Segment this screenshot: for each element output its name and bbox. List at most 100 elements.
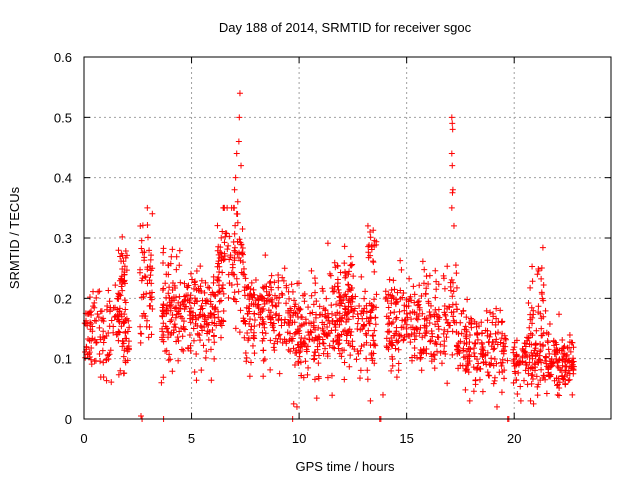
- data-point: [301, 290, 308, 297]
- data-point: [269, 302, 276, 309]
- data-point: [540, 313, 547, 320]
- data-point: [220, 317, 227, 324]
- data-point: [417, 346, 424, 353]
- data-point: [298, 335, 305, 342]
- data-point: [349, 261, 356, 268]
- data-point: [452, 262, 459, 269]
- data-point: [220, 290, 227, 297]
- y-tick-label: 0: [65, 412, 72, 427]
- data-point: [176, 328, 183, 335]
- data-point: [562, 381, 569, 388]
- data-point: [406, 333, 413, 340]
- data-point: [120, 353, 127, 360]
- data-point: [251, 317, 258, 324]
- data-point: [405, 298, 412, 305]
- data-point: [448, 204, 455, 211]
- data-point: [537, 347, 544, 354]
- data-point: [140, 310, 147, 317]
- data-point: [450, 279, 457, 286]
- data-point: [450, 288, 457, 295]
- data-point: [545, 364, 552, 371]
- data-point: [238, 241, 245, 248]
- data-point: [370, 227, 377, 234]
- data-point: [413, 315, 420, 322]
- data-point: [423, 273, 430, 280]
- data-point: [197, 337, 204, 344]
- data-point: [193, 377, 200, 384]
- data-point: [275, 284, 282, 291]
- data-point: [343, 272, 350, 279]
- data-point: [165, 329, 172, 336]
- data-point: [200, 342, 207, 349]
- data-point: [441, 303, 448, 310]
- data-point: [259, 320, 266, 327]
- data-point: [275, 300, 282, 307]
- data-point: [240, 317, 247, 324]
- data-point: [371, 360, 378, 367]
- data-point: [569, 358, 576, 365]
- data-point: [181, 326, 188, 333]
- data-point: [276, 294, 283, 301]
- data-point: [513, 361, 520, 368]
- data-point: [497, 339, 504, 346]
- data-point: [546, 321, 553, 328]
- data-point: [569, 339, 576, 346]
- data-point: [414, 299, 421, 306]
- data-point: [527, 284, 534, 291]
- data-point: [146, 290, 153, 297]
- data-point: [168, 253, 175, 260]
- data-point: [296, 327, 303, 334]
- data-point: [535, 381, 542, 388]
- data-point: [203, 348, 210, 355]
- data-point: [393, 314, 400, 321]
- data-point: [463, 341, 470, 348]
- data-point: [559, 362, 566, 369]
- data-point: [391, 286, 398, 293]
- data-point: [513, 353, 520, 360]
- data-point: [356, 302, 363, 309]
- data-point: [177, 279, 184, 286]
- data-point: [202, 316, 209, 323]
- data-point: [388, 320, 395, 327]
- data-point: [215, 260, 222, 267]
- data-point: [454, 350, 461, 357]
- data-point: [106, 298, 113, 305]
- data-point: [369, 258, 376, 265]
- data-point: [430, 351, 437, 358]
- y-tick-label: 0.3: [54, 231, 72, 246]
- data-point: [440, 272, 447, 279]
- data-point: [198, 367, 205, 374]
- data-point: [244, 310, 251, 317]
- data-point: [85, 310, 92, 317]
- data-point: [521, 348, 528, 355]
- data-point: [211, 355, 218, 362]
- data-point: [342, 270, 349, 276]
- data-point: [125, 317, 132, 324]
- data-point: [526, 324, 533, 331]
- data-point: [326, 342, 333, 349]
- data-point: [144, 317, 151, 324]
- data-point: [324, 374, 331, 381]
- data-point: [365, 327, 372, 334]
- data-point: [530, 307, 537, 314]
- data-point: [165, 262, 172, 269]
- data-point: [342, 309, 349, 316]
- data-point: [261, 300, 268, 307]
- data-point: [371, 327, 378, 334]
- data-point: [433, 286, 440, 293]
- data-point: [202, 354, 209, 361]
- data-point: [529, 314, 536, 321]
- data-point: [90, 303, 97, 310]
- data-point: [173, 266, 180, 273]
- data-point: [124, 357, 131, 364]
- data-point: [501, 375, 508, 382]
- data-point: [528, 304, 535, 311]
- data-point: [462, 367, 469, 374]
- data-point: [463, 328, 470, 335]
- data-point: [515, 369, 522, 376]
- data-point: [229, 264, 236, 271]
- data-point: [121, 277, 128, 284]
- data-point: [534, 392, 541, 399]
- data-point: [383, 343, 390, 350]
- data-point: [121, 263, 128, 270]
